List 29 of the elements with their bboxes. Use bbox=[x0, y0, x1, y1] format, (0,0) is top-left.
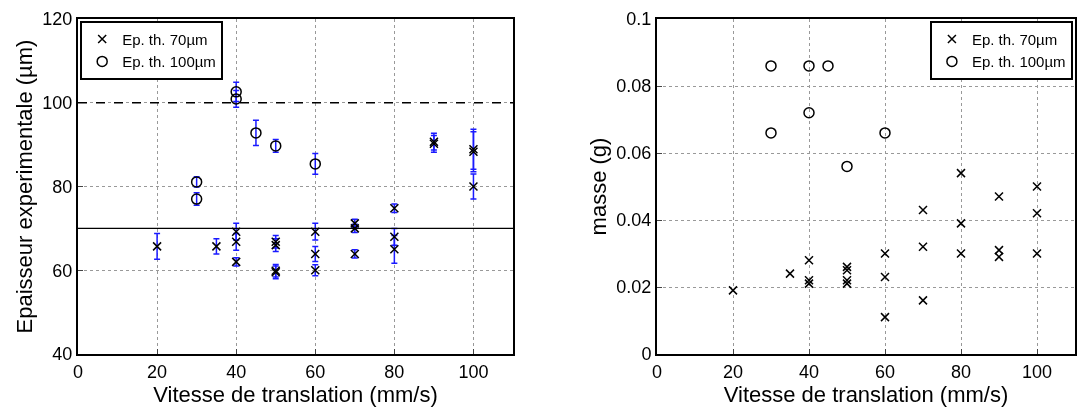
y-tick-label: 0.06 bbox=[616, 143, 652, 164]
y-tick-label: 120 bbox=[42, 9, 73, 30]
x-axis-title: Vitesse de translation (mm/s) bbox=[723, 381, 1009, 407]
y-tick-label: 0.1 bbox=[626, 9, 652, 30]
y-axis-title: masse (g) bbox=[585, 137, 611, 236]
x-tick-label: 60 bbox=[305, 361, 326, 382]
y-tick-label: 100 bbox=[42, 93, 73, 114]
x-tick-label: 80 bbox=[950, 361, 972, 382]
y-tick-label: 0.08 bbox=[616, 76, 652, 97]
x-tick-label: 20 bbox=[147, 361, 168, 382]
y-tick-label: 0.02 bbox=[616, 277, 652, 298]
legend-label: Ep. th. 70µm bbox=[971, 30, 1058, 48]
x-tick-label: 40 bbox=[798, 361, 820, 382]
x-tick-label: 20 bbox=[722, 361, 744, 382]
y-tick-label: 80 bbox=[52, 176, 73, 197]
x-tick-label: 80 bbox=[384, 361, 405, 382]
legend-label: Ep. th. 100µm bbox=[971, 53, 1066, 71]
x-axis-title: Vitesse de translation (mm/s) bbox=[153, 381, 438, 407]
y-tick-label: 60 bbox=[52, 260, 73, 281]
legend-label: Ep. th. 70µm bbox=[122, 30, 208, 48]
y-tick-label: 40 bbox=[52, 344, 73, 365]
legend-label: Ep. th. 100µm bbox=[122, 53, 216, 71]
x-tick-label: 100 bbox=[458, 361, 489, 382]
x-tick-label: 60 bbox=[874, 361, 896, 382]
y-tick-label: 0.04 bbox=[616, 210, 652, 231]
x-tick-label: 40 bbox=[226, 361, 247, 382]
y-tick-label: 0 bbox=[641, 344, 652, 365]
x-tick-label: 100 bbox=[1021, 361, 1053, 382]
y-axis-title: Epaisseur experimentale (µm) bbox=[11, 39, 37, 334]
